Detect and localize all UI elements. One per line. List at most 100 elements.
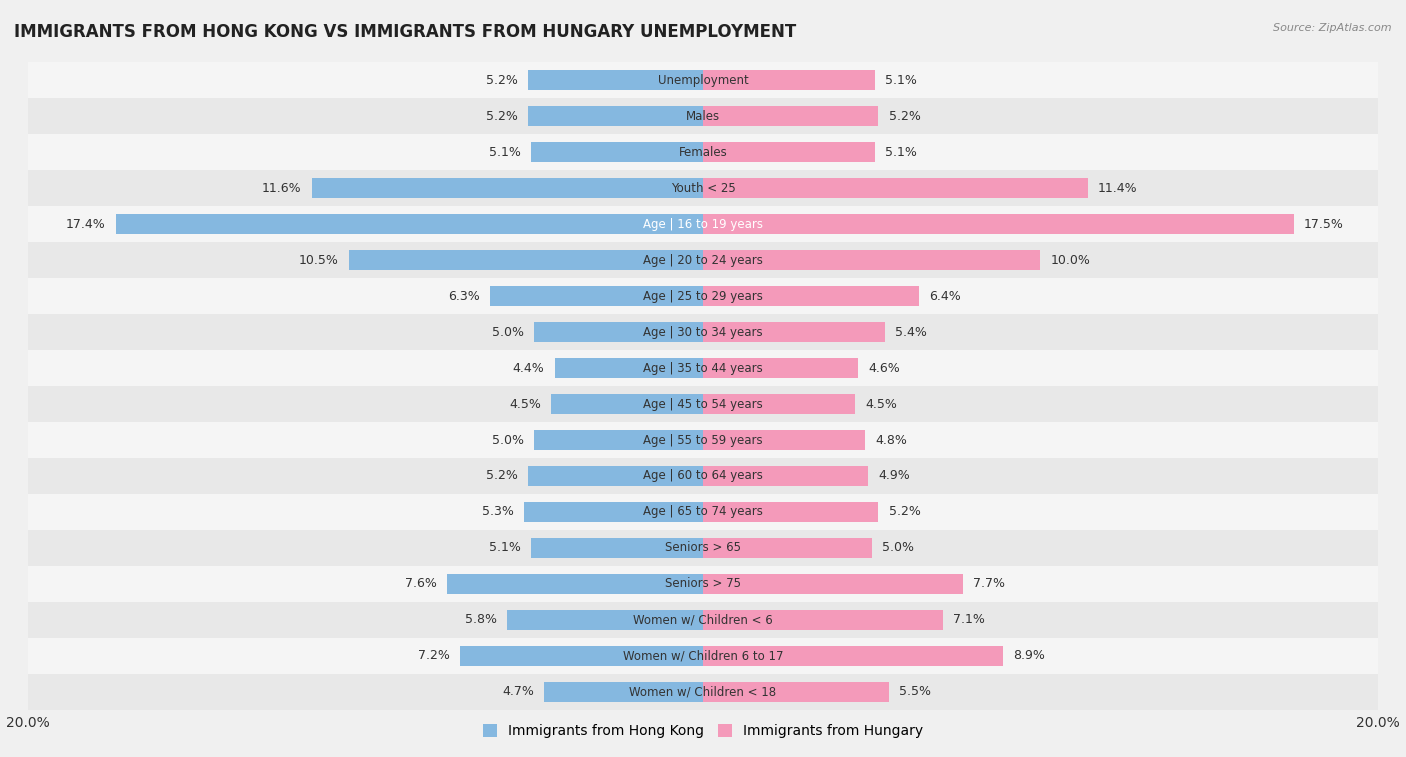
Bar — [28, 566, 1378, 602]
Text: 7.2%: 7.2% — [418, 650, 450, 662]
Text: Age | 20 to 24 years: Age | 20 to 24 years — [643, 254, 763, 266]
Text: 4.5%: 4.5% — [509, 397, 541, 410]
Bar — [534, 322, 703, 342]
Bar — [28, 458, 1378, 494]
Text: 6.4%: 6.4% — [929, 290, 960, 303]
Bar — [703, 574, 963, 593]
Bar — [28, 134, 1378, 170]
Bar — [28, 350, 1378, 386]
Text: 4.4%: 4.4% — [513, 362, 544, 375]
Bar — [28, 242, 1378, 278]
Text: 5.5%: 5.5% — [898, 685, 931, 698]
Text: 17.5%: 17.5% — [1303, 218, 1344, 231]
Text: 5.1%: 5.1% — [886, 74, 917, 87]
Bar — [551, 394, 703, 414]
Text: 6.3%: 6.3% — [449, 290, 481, 303]
Text: 5.8%: 5.8% — [465, 613, 498, 626]
Bar — [115, 214, 703, 234]
Bar — [28, 314, 1378, 350]
Bar — [28, 530, 1378, 566]
Text: 5.2%: 5.2% — [889, 506, 921, 519]
Text: 5.0%: 5.0% — [492, 326, 524, 338]
Text: 4.5%: 4.5% — [865, 397, 897, 410]
Text: 5.1%: 5.1% — [489, 146, 520, 159]
Text: 7.7%: 7.7% — [973, 578, 1005, 590]
Text: 4.8%: 4.8% — [875, 434, 907, 447]
Text: 10.0%: 10.0% — [1050, 254, 1091, 266]
Bar — [527, 107, 703, 126]
Text: 5.2%: 5.2% — [485, 74, 517, 87]
Text: Seniors > 75: Seniors > 75 — [665, 578, 741, 590]
Text: 5.1%: 5.1% — [489, 541, 520, 554]
Bar — [703, 646, 1004, 665]
Text: Seniors > 65: Seniors > 65 — [665, 541, 741, 554]
Text: Females: Females — [679, 146, 727, 159]
Bar — [28, 674, 1378, 710]
Bar — [28, 602, 1378, 638]
Bar — [28, 494, 1378, 530]
Text: 4.7%: 4.7% — [502, 685, 534, 698]
Bar — [703, 358, 858, 378]
Text: Age | 60 to 64 years: Age | 60 to 64 years — [643, 469, 763, 482]
Text: Age | 16 to 19 years: Age | 16 to 19 years — [643, 218, 763, 231]
Bar — [527, 466, 703, 486]
Bar — [531, 538, 703, 558]
Bar — [460, 646, 703, 665]
Bar — [544, 682, 703, 702]
Bar — [703, 70, 875, 90]
Bar — [703, 251, 1040, 270]
Bar — [531, 142, 703, 162]
Bar — [524, 502, 703, 522]
Text: 5.4%: 5.4% — [896, 326, 927, 338]
Text: Age | 45 to 54 years: Age | 45 to 54 years — [643, 397, 763, 410]
Legend: Immigrants from Hong Kong, Immigrants from Hungary: Immigrants from Hong Kong, Immigrants fr… — [478, 718, 928, 743]
Text: 17.4%: 17.4% — [66, 218, 105, 231]
Text: Age | 30 to 34 years: Age | 30 to 34 years — [643, 326, 763, 338]
Bar — [703, 107, 879, 126]
Bar — [28, 278, 1378, 314]
Text: 7.1%: 7.1% — [953, 613, 984, 626]
Text: 4.9%: 4.9% — [879, 469, 910, 482]
Text: 8.9%: 8.9% — [1014, 650, 1045, 662]
Bar — [349, 251, 703, 270]
Text: 10.5%: 10.5% — [298, 254, 339, 266]
Bar — [703, 322, 886, 342]
Bar — [447, 574, 703, 593]
Text: 7.6%: 7.6% — [405, 578, 436, 590]
Text: Women w/ Children 6 to 17: Women w/ Children 6 to 17 — [623, 650, 783, 662]
Text: Males: Males — [686, 110, 720, 123]
Bar — [28, 206, 1378, 242]
Bar — [703, 682, 889, 702]
Bar — [491, 286, 703, 306]
Bar — [703, 179, 1088, 198]
Bar — [534, 430, 703, 450]
Text: 5.0%: 5.0% — [492, 434, 524, 447]
Text: Unemployment: Unemployment — [658, 74, 748, 87]
Bar — [703, 394, 855, 414]
Bar — [703, 466, 869, 486]
Text: 11.4%: 11.4% — [1098, 182, 1137, 195]
Bar — [28, 422, 1378, 458]
Bar — [554, 358, 703, 378]
Text: Women w/ Children < 18: Women w/ Children < 18 — [630, 685, 776, 698]
Text: Women w/ Children < 6: Women w/ Children < 6 — [633, 613, 773, 626]
Bar — [28, 98, 1378, 134]
Text: Youth < 25: Youth < 25 — [671, 182, 735, 195]
Bar — [508, 610, 703, 630]
Text: Age | 55 to 59 years: Age | 55 to 59 years — [643, 434, 763, 447]
Bar — [703, 610, 942, 630]
Text: 5.0%: 5.0% — [882, 541, 914, 554]
Text: Source: ZipAtlas.com: Source: ZipAtlas.com — [1274, 23, 1392, 33]
Text: Age | 35 to 44 years: Age | 35 to 44 years — [643, 362, 763, 375]
Bar — [703, 214, 1294, 234]
Bar — [703, 502, 879, 522]
Text: 5.3%: 5.3% — [482, 506, 515, 519]
Text: 4.6%: 4.6% — [869, 362, 900, 375]
Bar — [703, 538, 872, 558]
Text: 5.2%: 5.2% — [485, 469, 517, 482]
Text: Age | 65 to 74 years: Age | 65 to 74 years — [643, 506, 763, 519]
Bar — [28, 386, 1378, 422]
Bar — [312, 179, 703, 198]
Text: 5.2%: 5.2% — [889, 110, 921, 123]
Bar — [28, 638, 1378, 674]
